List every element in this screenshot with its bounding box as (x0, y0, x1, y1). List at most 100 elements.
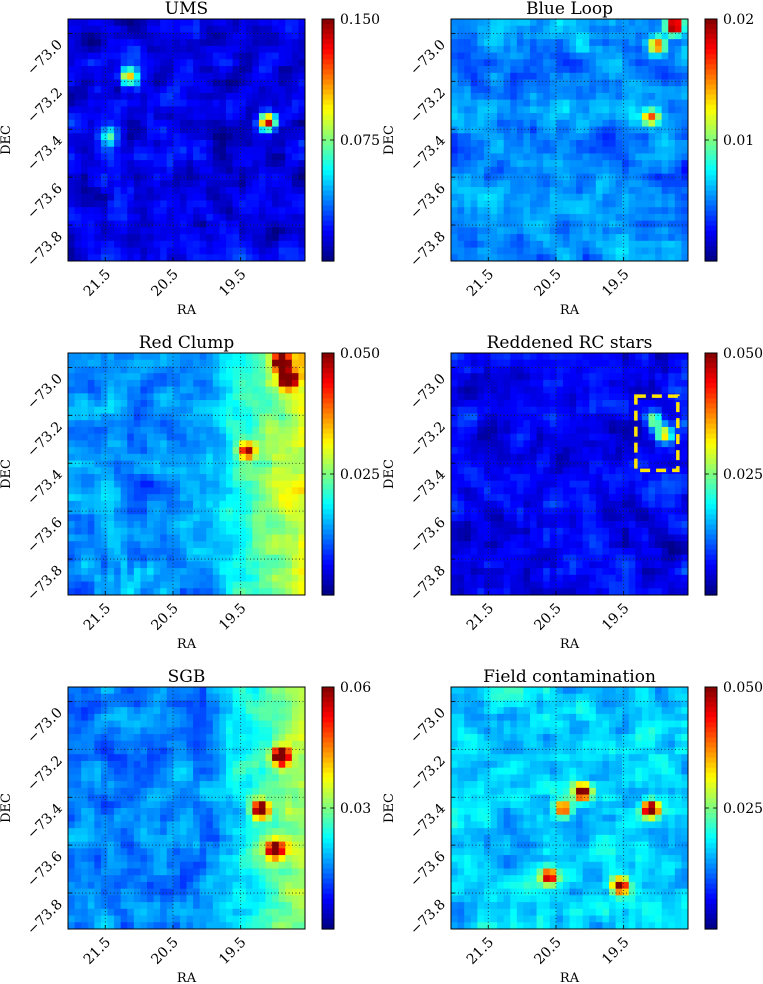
heatmap-cell (226, 227, 234, 235)
heatmap-cell (569, 160, 577, 168)
heatmap-cell (470, 173, 478, 181)
heatmap-cell (153, 133, 161, 141)
heatmap-cell (556, 52, 564, 60)
heatmap-cell (206, 467, 214, 475)
heatmap-cell (68, 453, 76, 462)
heatmap-cell (530, 386, 538, 394)
heatmap-cell (536, 359, 544, 368)
heatmap-cell (655, 180, 663, 188)
heatmap-cell (199, 254, 207, 261)
heatmap-cell (147, 45, 155, 54)
heatmap-cell (120, 140, 128, 148)
heatmap-cell (674, 207, 683, 215)
heatmap-cell (153, 581, 161, 589)
heatmap-cell (595, 400, 604, 408)
heatmap-cell (457, 166, 465, 175)
heatmap-cell (536, 72, 544, 81)
grid-lines (68, 353, 305, 595)
heatmap-cell (114, 514, 122, 522)
heatmap-cell (160, 426, 168, 435)
heatmap-cell (628, 113, 636, 121)
heatmap-cell (81, 180, 89, 188)
heatmap-cell (94, 160, 102, 168)
heatmap-cell (291, 160, 300, 168)
heatmap-cell (199, 25, 207, 34)
heatmap-cell (212, 514, 221, 522)
heatmap-cell (107, 254, 115, 261)
heatmap-cell (655, 234, 663, 242)
heatmap-cell (457, 106, 465, 114)
heatmap-cell (206, 25, 214, 34)
heatmap-cell (451, 406, 459, 415)
heatmap-cell (516, 366, 525, 374)
heatmap-cell (219, 554, 227, 562)
heatmap-cell (173, 534, 181, 542)
heatmap-cell (477, 146, 485, 155)
heatmap-cell (81, 25, 89, 34)
heatmap-cell (622, 66, 630, 74)
heatmap-cell (641, 440, 650, 448)
heatmap-cell (562, 453, 571, 462)
heatmap-cell (272, 460, 280, 468)
heatmap-cell (153, 207, 161, 215)
heatmap-cell (127, 113, 135, 121)
heatmap-cell (543, 474, 551, 482)
heatmap-cell (133, 433, 142, 441)
heatmap-cell (219, 200, 227, 208)
heatmap-cell (120, 574, 128, 583)
heatmap-cell (582, 133, 590, 141)
heatmap-cell (120, 373, 128, 381)
heatmap-cell (226, 581, 234, 589)
heatmap-cell (258, 160, 267, 168)
heatmap-cell (490, 207, 498, 215)
heatmap-cell (549, 39, 557, 47)
heatmap-cell (477, 92, 485, 101)
heatmap-cell (140, 173, 148, 181)
heatmap-cell (661, 45, 669, 54)
heatmap-cell (173, 45, 181, 54)
heatmap-cell (536, 406, 544, 415)
heatmap-cell (490, 467, 498, 475)
heatmap-cell (477, 247, 485, 255)
heatmap-cell (107, 146, 115, 155)
heatmap-cell (635, 366, 643, 374)
heatmap-cell (562, 420, 571, 428)
heatmap-cell (179, 187, 188, 195)
heatmap-cell (81, 86, 89, 94)
heatmap-cell (133, 160, 142, 168)
heatmap-cell (226, 373, 234, 381)
heatmap-cell (477, 460, 485, 468)
heatmap-cell (576, 133, 584, 141)
heatmap-cell (635, 173, 643, 181)
heatmap-cell (68, 119, 76, 128)
heatmap-cell (272, 126, 280, 134)
heatmap-cell (265, 72, 273, 81)
heatmap-cell (291, 59, 300, 67)
heatmap-cell (193, 207, 201, 215)
heatmap-cell (127, 160, 135, 168)
heatmap-cell (153, 45, 161, 54)
heatmap-cell (602, 166, 610, 175)
heatmap-cell (272, 133, 280, 141)
heatmap-cell (245, 86, 253, 94)
heatmap-cell (107, 393, 115, 401)
heatmap-cell (193, 140, 201, 148)
heatmap-cell (193, 25, 201, 34)
heatmap-cell (173, 447, 181, 455)
heatmap-cell (120, 126, 128, 134)
heatmap-cell (173, 220, 181, 228)
heatmap-cell (68, 52, 76, 60)
heatmap-cell (562, 126, 571, 134)
heatmap-cell (265, 353, 273, 361)
heatmap-cell (212, 180, 221, 188)
heatmap-cell (641, 240, 650, 249)
heatmap-cell (252, 460, 260, 468)
heatmap-cell (609, 187, 617, 195)
heatmap-cell (107, 359, 115, 368)
heatmap-cell (160, 32, 168, 40)
heatmap-cell (556, 453, 564, 462)
heatmap-cell (278, 213, 286, 222)
heatmap-cell (265, 126, 273, 134)
colorbar-segment (322, 134, 334, 141)
heatmap-cell (674, 160, 683, 168)
